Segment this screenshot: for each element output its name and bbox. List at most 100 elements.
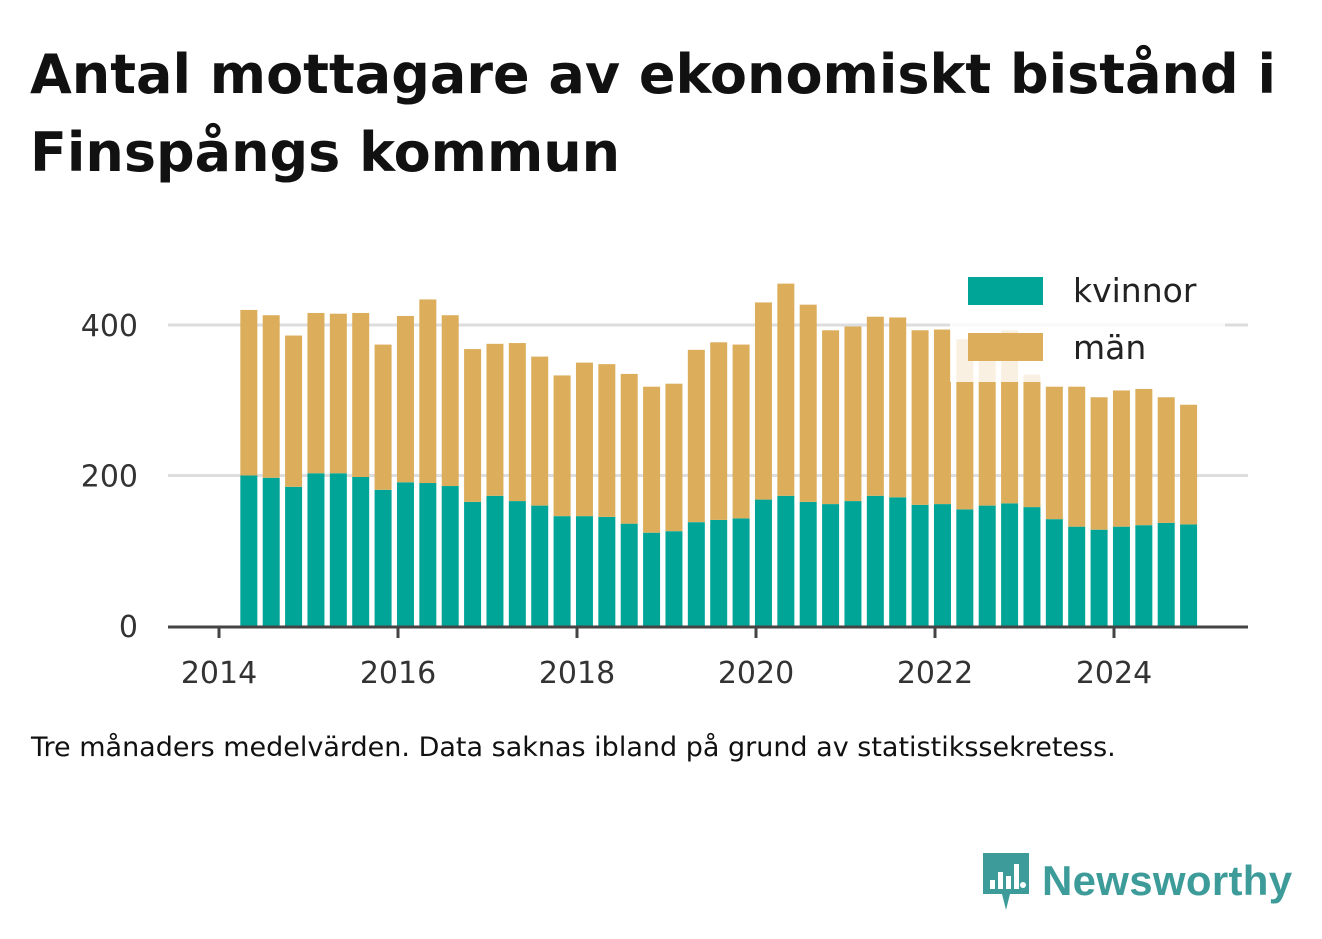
bar-man-2018-07 (620, 373, 638, 524)
brand-logo[interactable]: Newsworthy (980, 848, 1292, 914)
bar-man-2015-04 (329, 313, 347, 474)
legend-swatch-kvinnor (968, 277, 1043, 305)
bar-kvinnor-2016-01 (396, 482, 414, 626)
bar-man-2016-07 (441, 315, 459, 487)
bar-man-2017-01 (486, 343, 504, 496)
bar-man-2024-04 (1135, 388, 1153, 526)
bar-kvinnor-2018-01 (575, 516, 593, 626)
bar-kvinnor-2016-10 (464, 501, 482, 626)
bar-kvinnor-2015-04 (329, 473, 347, 626)
bar-kvinnor-2022-04 (956, 509, 974, 626)
bar-kvinnor-2021-01 (844, 501, 862, 626)
y-tick-label-0: 0 (119, 610, 138, 645)
bar-man-2021-07 (889, 317, 907, 498)
axis-layer: 0 200 400 2014 2016 2018 2020 2022 2024 (81, 309, 1248, 691)
bar-man-2018-01 (575, 362, 593, 517)
bar-man-2020-01 (754, 302, 772, 500)
bar-kvinnor-2021-07 (889, 497, 907, 626)
bar-man-2024-01 (1112, 390, 1130, 527)
bar-man-2019-01 (665, 383, 683, 532)
bar-kvinnor-2019-04 (687, 522, 705, 626)
x-tick-label-2022: 2022 (897, 656, 973, 691)
bar-kvinnor-2014-07 (262, 477, 280, 626)
bar-man-2017-04 (508, 343, 526, 502)
bar-kvinnor-2021-04 (866, 495, 884, 626)
bar-kvinnor-2024-01 (1112, 526, 1130, 626)
bar-man-2020-07 (799, 304, 817, 502)
chart-caption: Tre månaders medelvärden. Data saknas ib… (31, 732, 1116, 763)
bar-kvinnor-2024-07 (1157, 522, 1175, 626)
bar-man-2021-10 (911, 330, 929, 505)
bar-kvinnor-2014-10 (285, 486, 303, 626)
bar-man-2019-10 (732, 344, 750, 519)
bar-kvinnor-2022-07 (978, 505, 996, 626)
bar-kvinnor-2016-04 (419, 483, 437, 626)
bar-kvinnor-2024-04 (1135, 525, 1153, 626)
y-tick-label-200: 200 (81, 460, 138, 495)
bar-kvinnor-2015-10 (374, 489, 392, 626)
bar-man-2020-10 (822, 330, 840, 505)
bar-man-2020-04 (777, 283, 795, 496)
legend-label-man: män (1073, 328, 1146, 367)
bars-layer (240, 283, 1198, 626)
bar-man-2014-07 (262, 315, 280, 478)
bar-kvinnor-2017-07 (531, 505, 549, 626)
bar-kvinnor-2019-10 (732, 518, 750, 626)
bar-kvinnor-2019-07 (710, 519, 728, 626)
bar-man-2024-07 (1157, 397, 1175, 523)
bar-kvinnor-2016-07 (441, 486, 459, 626)
bar-kvinnor-2018-07 (620, 523, 638, 626)
bar-kvinnor-2023-07 (1068, 526, 1086, 626)
bar-kvinnor-2024-10 (1180, 524, 1198, 626)
bar-man-2015-10 (374, 344, 392, 490)
bar-man-2023-04 (1045, 386, 1063, 520)
bar-man-2015-07 (352, 312, 370, 478)
bar-kvinnor-2015-07 (352, 477, 370, 626)
legend-swatch-man (968, 333, 1043, 361)
bar-kvinnor-2017-01 (486, 495, 504, 626)
x-tick-label-2024: 2024 (1076, 656, 1152, 691)
bar-man-2014-10 (285, 335, 303, 487)
bar-kvinnor-2017-10 (553, 516, 571, 626)
bar-kvinnor-2023-04 (1045, 519, 1063, 626)
legend-label-kvinnor: kvinnor (1073, 271, 1197, 310)
bar-man-2017-10 (553, 375, 571, 517)
bar-kvinnor-2017-04 (508, 501, 526, 626)
x-tick-label-2018: 2018 (539, 656, 615, 691)
bar-man-2023-07 (1068, 386, 1086, 527)
x-tick-label-2014: 2014 (181, 656, 257, 691)
bar-kvinnor-2019-01 (665, 531, 683, 626)
bar-kvinnor-2020-01 (754, 499, 772, 626)
bar-man-2019-04 (687, 349, 705, 523)
bar-man-2024-10 (1180, 404, 1198, 525)
x-tick-label-2016: 2016 (360, 656, 436, 691)
bar-man-2015-01 (307, 312, 325, 474)
bar-man-2021-04 (866, 316, 884, 496)
bar-kvinnor-2020-07 (799, 501, 817, 626)
newsworthy-logo-icon (983, 853, 1029, 910)
brand-name: Newsworthy (1042, 857, 1293, 904)
legend: kvinnor män (950, 266, 1225, 382)
bar-man-2022-01 (933, 329, 951, 505)
bar-man-2023-01 (1023, 374, 1041, 508)
bar-man-2018-10 (643, 386, 661, 533)
bar-kvinnor-2020-04 (777, 495, 795, 626)
bar-man-2016-10 (464, 349, 482, 502)
bar-kvinnor-2015-01 (307, 473, 325, 626)
y-tick-label-400: 400 (81, 309, 138, 344)
chart-title: Antal mottagare av ekonomiskt bistånd i … (30, 43, 1276, 184)
bar-kvinnor-2021-10 (911, 504, 929, 626)
bar-man-2018-04 (598, 364, 616, 517)
bar-man-2019-07 (710, 342, 728, 520)
bar-kvinnor-2022-10 (1001, 503, 1019, 626)
bar-man-2016-04 (419, 299, 437, 484)
bar-man-2021-01 (844, 326, 862, 502)
bar-kvinnor-2014-04 (240, 475, 258, 626)
bar-kvinnor-2023-01 (1023, 507, 1041, 626)
bar-man-2016-01 (396, 315, 414, 483)
bar-kvinnor-2022-01 (933, 504, 951, 626)
bar-man-2014-04 (240, 309, 258, 476)
bar-kvinnor-2020-10 (822, 504, 840, 626)
bar-kvinnor-2023-10 (1090, 529, 1108, 626)
